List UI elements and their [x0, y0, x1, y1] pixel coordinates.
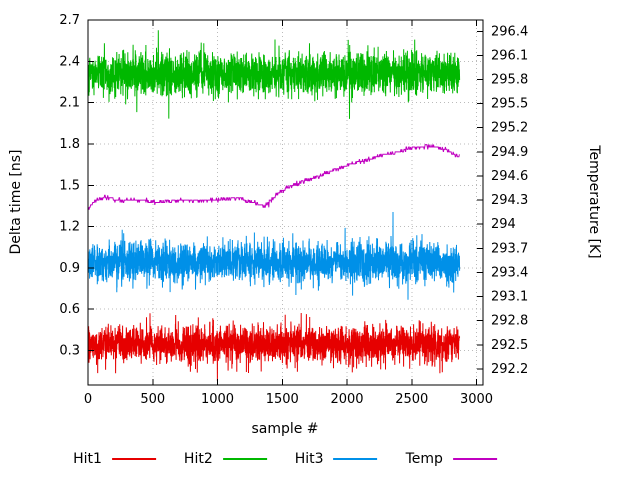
y-left-tick-label: 0.3 [59, 344, 80, 359]
legend-line-sample [111, 458, 156, 460]
legend-item-hit2: Hit2 [184, 451, 267, 467]
legend-item-temp: Temp [406, 451, 497, 467]
y-left-tick-label: 2.4 [59, 54, 80, 69]
legend-line-sample [452, 458, 497, 460]
y-right-tick-label: 294.3 [491, 193, 528, 208]
legend-line-sample [222, 458, 267, 460]
axes [87, 19, 484, 386]
x-tick-label: 0 [84, 392, 92, 407]
legend-line-sample [333, 458, 378, 460]
x-tick-label: 3000 [460, 392, 493, 407]
y-left-tick-label: 1.8 [59, 137, 80, 152]
x-tick-label: 2500 [395, 392, 428, 407]
legend: Hit1 Hit2 Hit3 Temp [73, 451, 497, 467]
legend-label: Hit2 [183, 451, 213, 467]
legend-item-hit3: Hit3 [295, 451, 378, 467]
right-axis-title: Temperature [K] [586, 145, 602, 259]
y-left-tick-label: 2.1 [59, 96, 80, 111]
left-axis-title: Delta time [ns] [8, 149, 24, 255]
series-line-hit2 [88, 30, 461, 119]
y-right-tick-label: 296.1 [491, 48, 528, 63]
y-right-tick-label: 293.4 [491, 265, 528, 280]
y-right-tick-label: 293.1 [491, 290, 528, 305]
y-right-tick-label: 294 [491, 217, 516, 232]
y-left-tick-label: 1.5 [59, 178, 80, 193]
legend-label: Temp [405, 451, 443, 467]
y-left-tick-label: 0.9 [59, 261, 80, 276]
legend-label: Hit1 [73, 451, 102, 467]
y-right-tick-label: 292.8 [491, 314, 528, 329]
y-right-tick-label: 296.4 [491, 24, 528, 39]
y-right-tick-label: 293.7 [491, 241, 528, 256]
y-right-tick-label: 292.2 [491, 362, 528, 377]
series-group [88, 30, 461, 382]
legend-item-hit1: Hit1 [73, 451, 156, 467]
series-line-hit1 [88, 312, 461, 382]
series-line-hit3 [88, 211, 461, 300]
x-tick-label: 2000 [330, 392, 363, 407]
y-right-tick-label: 295.2 [491, 121, 528, 136]
tick-labels: 0 500 1000 1500 2000 2500 3000 0.3 0.6 0.9 1.2 1.5 1… [59, 13, 528, 407]
x-tick-label: 1000 [201, 392, 234, 407]
y-left-tick-label: 1.2 [59, 220, 80, 235]
y-right-tick-label: 295.5 [491, 97, 528, 112]
x-tick-label: 1500 [266, 392, 299, 407]
y-right-tick-label: 294.6 [491, 169, 528, 184]
x-tick-label: 500 [140, 392, 165, 407]
y-right-tick-label: 292.5 [491, 338, 528, 353]
series-line-temp [88, 144, 460, 210]
y-right-tick-label: 294.9 [491, 145, 528, 160]
y-left-tick-label: 0.6 [59, 302, 80, 317]
x-axis-title: sample # [251, 421, 319, 437]
y-right-tick-label: 295.8 [491, 72, 528, 87]
y-left-tick-label: 2.7 [59, 13, 80, 28]
legend-label: Hit3 [294, 451, 324, 467]
